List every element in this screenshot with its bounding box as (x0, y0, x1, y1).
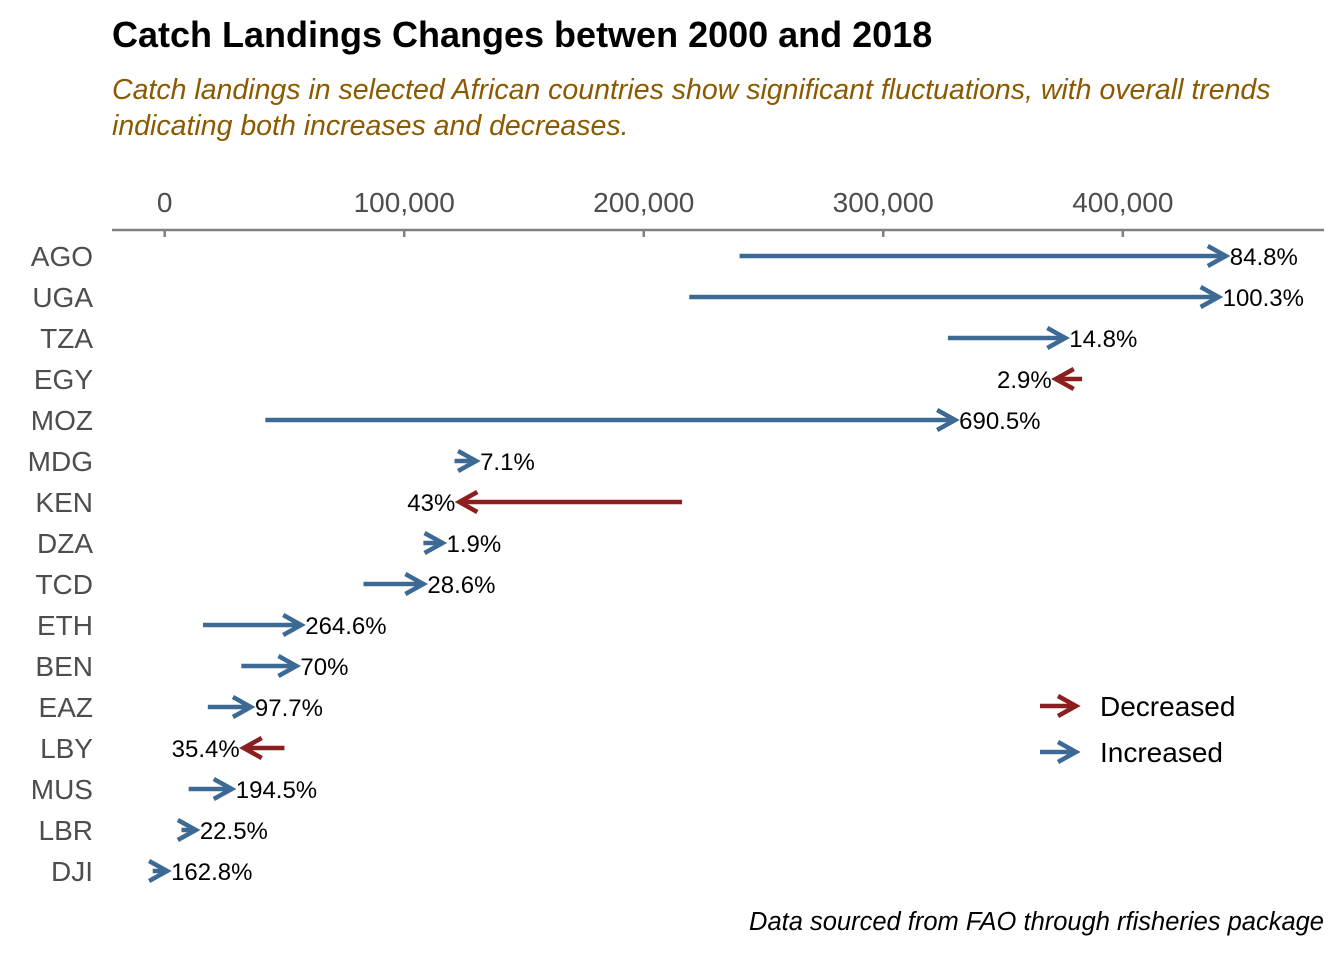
category-label-tza: TZA (40, 323, 93, 354)
arrow-ken (454, 490, 683, 514)
arrow-eaz (207, 695, 256, 719)
category-label-dza: DZA (37, 528, 93, 559)
arrow-head (454, 490, 479, 514)
arrow-head (1056, 740, 1081, 764)
arrow-head (212, 777, 237, 801)
data-label-eaz: 97.7% (255, 695, 323, 722)
data-label-ago: 84.8% (1230, 244, 1298, 271)
arrow-head (1199, 285, 1224, 309)
arrow-lbr (176, 818, 201, 842)
category-label-egy: EGY (34, 364, 93, 395)
category-label-uga: UGA (32, 282, 93, 313)
x-tick-label: 400,000 (1072, 187, 1173, 218)
arrow-head (282, 613, 306, 637)
data-label-ben: 70% (300, 654, 348, 681)
category-label-eaz: EAZ (39, 692, 93, 723)
category-label-eth: ETH (37, 610, 93, 641)
arrow-mdg (454, 449, 481, 473)
data-label-dza: 1.9% (447, 531, 502, 558)
arrow-ben (241, 654, 302, 678)
chart-caption: Data sourced from FAO through rfisheries… (749, 908, 1324, 936)
arrow-eth (203, 613, 306, 637)
arrow-tza (947, 326, 1070, 350)
category-label-lby: LBY (40, 733, 93, 764)
category-label-mus: MUS (31, 774, 93, 805)
arrow-head (231, 695, 256, 719)
data-label-lby: 35.4% (172, 736, 240, 763)
data-label-egy: 2.9% (997, 367, 1052, 394)
legend-key-increased (1040, 740, 1081, 764)
category-label-dji: DJI (51, 856, 93, 887)
data-label-tza: 14.8% (1069, 326, 1137, 353)
x-tick-label: 100,000 (354, 187, 455, 218)
arrow-dza (423, 531, 448, 555)
legend-key-decreased (1040, 694, 1081, 718)
arrow-head (176, 818, 201, 842)
arrow-head (1051, 367, 1075, 391)
category-label-mdg: MDG (28, 446, 93, 477)
arrow-uga (689, 285, 1224, 309)
category-label-ken: KEN (35, 487, 93, 518)
arrow-head (404, 572, 429, 596)
chart-title: Catch Landings Changes betwen 2000 and 2… (112, 14, 933, 55)
category-label-lbr: LBR (39, 815, 93, 846)
legend-label-increased: Increased (1100, 737, 1223, 768)
legend-label-decreased: Decreased (1100, 691, 1235, 722)
x-tick-label: 0 (157, 187, 173, 218)
x-tick-label: 200,000 (593, 187, 694, 218)
category-label-ago: AGO (31, 241, 93, 272)
arrow-head (456, 449, 481, 473)
arrow-head (423, 531, 448, 555)
arrow-egy (1051, 367, 1083, 391)
chart-subtitle: Catch landings in selected African count… (112, 74, 1271, 142)
arrow-head (1056, 694, 1081, 718)
data-label-ken: 43% (407, 490, 455, 517)
category-label-ben: BEN (35, 651, 93, 682)
data-label-mus: 194.5% (236, 777, 317, 804)
category-label-tcd: TCD (35, 569, 93, 600)
arrow-tcd (363, 572, 429, 596)
category-label-moz: MOZ (31, 405, 93, 436)
arrow-mus (188, 777, 237, 801)
arrow-head (147, 859, 172, 883)
arrow-head (936, 408, 960, 432)
arrow-head (277, 654, 302, 678)
arrow-dji (147, 859, 172, 883)
data-label-dji: 162.8% (171, 859, 252, 886)
x-tick-label: 300,000 (833, 187, 934, 218)
arrow-head (239, 736, 263, 760)
arrow-ago (739, 244, 1231, 268)
data-label-eth: 264.6% (305, 613, 386, 640)
data-label-uga: 100.3% (1223, 285, 1304, 312)
data-label-tcd: 28.6% (427, 572, 495, 599)
data-label-lbr: 22.5% (200, 818, 268, 845)
arrow-lby (239, 736, 285, 760)
arrow-head (1046, 326, 1070, 350)
data-label-moz: 690.5% (959, 408, 1040, 435)
arrow-head (1206, 244, 1231, 268)
data-label-mdg: 7.1% (480, 449, 535, 476)
arrow-moz (265, 408, 960, 432)
